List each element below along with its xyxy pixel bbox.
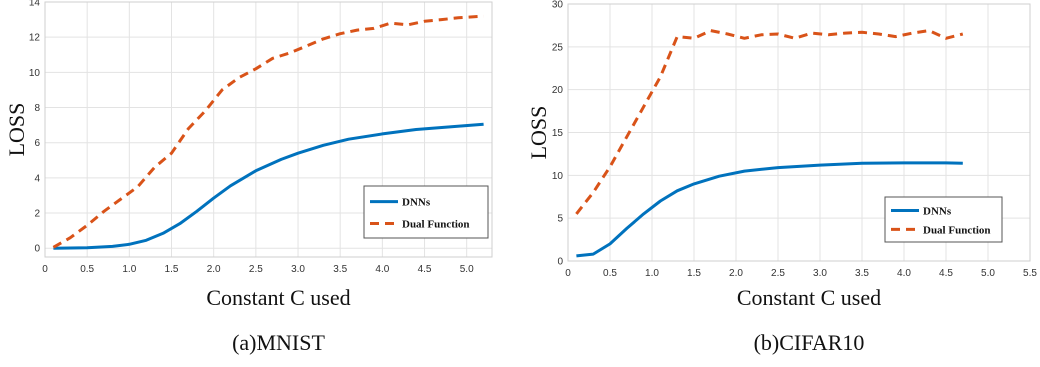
y-tick-label: 15	[552, 128, 564, 139]
legend-entry-dual-function: Dual Function	[923, 224, 991, 236]
x-tick-label: 2.0	[207, 264, 221, 275]
y-tick-label: 30	[552, 0, 564, 11]
ticks-mnist: 0 0.5 1.0 1.5 2.0 2.5 3.0 3.5 4.0 4.5 5.0 0 2 4 6 8 10 12…	[29, 0, 474, 275]
series-cifar10	[575, 29, 964, 258]
x-tick-label: 0.5	[80, 264, 94, 275]
x-tick-label: 0	[565, 268, 571, 279]
series-line-dnns	[576, 161, 963, 258]
series-line-dual-function	[575, 29, 964, 215]
y-tick-label: 0	[557, 257, 563, 268]
y-tick-label: 5	[557, 214, 563, 225]
series-line-dnns	[53, 122, 484, 250]
series-mnist	[52, 14, 484, 250]
x-tick-label: 2.5	[771, 268, 785, 279]
x-tick-label: 4.0	[897, 268, 911, 279]
x-tick-label: 5.5	[1023, 268, 1037, 279]
x-tick-label: 0	[42, 264, 48, 275]
legend-entry-dual-function: Dual Function	[402, 218, 470, 230]
x-tick-label: 1.5	[165, 264, 179, 275]
y-tick-label: 6	[34, 138, 40, 149]
x-tick-label: 3.5	[333, 264, 347, 275]
caption-cifar10: (b)CIFAR10	[754, 330, 865, 355]
x-axis-label-cifar10: Constant C used	[737, 285, 881, 310]
legend-mnist: DNNs Dual Function	[363, 185, 489, 239]
legend-box	[884, 196, 1003, 243]
y-axis-label-cifar10: LOSS	[526, 106, 551, 160]
plot-area-mnist	[44, 1, 493, 258]
y-tick-label: 12	[29, 33, 41, 44]
x-tick-label: 1.5	[687, 268, 701, 279]
legend-entry-dnns: DNNs	[402, 197, 431, 209]
y-tick-label: 14	[29, 0, 41, 9]
y-tick-label: 10	[552, 171, 564, 182]
x-tick-label: 3.5	[855, 268, 869, 279]
legend-box	[363, 185, 489, 239]
y-tick-label: 0	[34, 244, 40, 255]
x-tick-label: 4.5	[418, 264, 432, 275]
y-tick-label: 4	[34, 173, 40, 184]
chart-cifar10: 0 0.5 1.0 1.5 2.0 2.5 3.0 3.5 4.0 4.5 5.0 5.5 0 5 10 15…	[526, 0, 1037, 355]
y-tick-label: 2	[34, 209, 40, 220]
y-tick-label: 8	[34, 103, 40, 114]
x-tick-label: 3.0	[813, 268, 827, 279]
x-axis-label-mnist: Constant C used	[206, 285, 350, 310]
x-tick-label: 2.5	[249, 264, 263, 275]
y-tick-label: 25	[552, 42, 564, 53]
caption-mnist: (a)MNIST	[232, 330, 325, 355]
y-tick-label: 20	[552, 85, 564, 96]
x-tick-label: 3.0	[291, 264, 305, 275]
x-tick-label: 4.5	[939, 268, 953, 279]
plot-area-cifar10	[567, 3, 1031, 262]
x-tick-label: 5.0	[460, 264, 474, 275]
x-tick-label: 1.0	[122, 264, 136, 275]
legend-entry-dnns: DNNs	[923, 206, 952, 218]
ticks-cifar10: 0 0.5 1.0 1.5 2.0 2.5 3.0 3.5 4.0 4.5 5.0 5.5 0 5 10 15…	[552, 0, 1038, 279]
x-tick-label: 4.0	[375, 264, 389, 275]
y-axis-label-mnist: LOSS	[4, 103, 29, 157]
x-tick-label: 0.5	[603, 268, 617, 279]
y-tick-label: 10	[29, 68, 41, 79]
x-tick-label: 1.0	[645, 268, 659, 279]
x-tick-label: 5.0	[981, 268, 995, 279]
x-tick-label: 2.0	[729, 268, 743, 279]
chart-mnist: 0 0.5 1.0 1.5 2.0 2.5 3.0 3.5 4.0 4.5 5.0 0 2 4 6 8 10 12…	[4, 0, 493, 355]
legend-cifar10: DNNs Dual Function	[884, 196, 1003, 243]
